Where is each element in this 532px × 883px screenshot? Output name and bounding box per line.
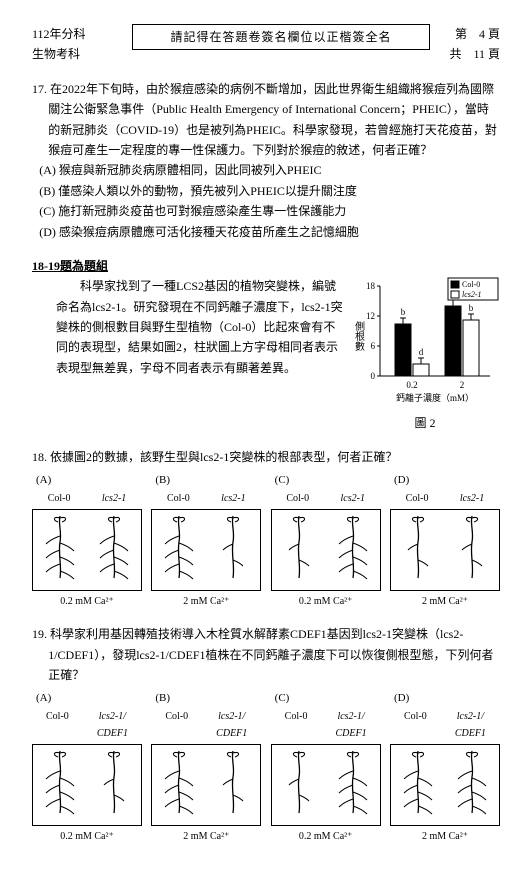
- q17-opt-b: (B) 僅感染人類以外的動物，預先被列入PHEIC以提升關注度: [61, 181, 500, 201]
- q18-text: 依據圖2的數據，該野生型與lcs2-1突變株的根部表型，何者正確？: [50, 450, 397, 464]
- svg-text:側根數: 側根數: [353, 320, 365, 352]
- figure-2: 181260側根數bdab0.22鈣離子濃度（mM）Col-0lcs2-1 圖 …: [350, 276, 500, 433]
- root-diagram: [151, 744, 261, 826]
- svg-text:d: d: [419, 347, 424, 357]
- option-cell: (A)Col-0lcs2-1/ CDEF1 0.2 mM Ca²⁺: [32, 689, 142, 845]
- q17-opt-a: (A) 猴痘與新冠肺炎病原體相同，因此同被列入PHEIC: [61, 160, 500, 180]
- q19-text: 科學家利用基因轉殖技術導入木栓質水解酵素CDEF1基因到lcs2-1突變株（lc…: [48, 627, 493, 682]
- svg-text:Col-0: Col-0: [462, 280, 480, 289]
- svg-text:18: 18: [366, 281, 376, 291]
- option-caption: 2 mM Ca²⁺: [390, 828, 500, 845]
- option-col-labels: Col-0lcs2-1: [151, 490, 261, 507]
- option-col-labels: Col-0lcs2-1: [271, 490, 381, 507]
- q17-stem: 17. 在2022年下旬時，由於猴痘感染的病例不斷增加，因此世界衛生組織將猴痘列…: [48, 79, 500, 161]
- root-diagram: [390, 509, 500, 591]
- option-col-labels: Col-0lcs2-1: [32, 490, 142, 507]
- root-diagram: [390, 744, 500, 826]
- option-col-labels: Col-0lcs2-1/ CDEF1: [271, 708, 381, 742]
- option-caption: 0.2 mM Ca²⁺: [32, 593, 142, 610]
- option-caption: 2 mM Ca²⁺: [390, 593, 500, 610]
- q18-stem: 18. 依據圖2的數據，該野生型與lcs2-1突變株的根部表型，何者正確？: [48, 447, 500, 467]
- header-right: 第 4 頁 共 11 頁: [430, 24, 500, 65]
- q19-stem: 19. 科學家利用基因轉殖技術導入木栓質水解酵素CDEF1基因到lcs2-1突變…: [48, 624, 500, 685]
- root-diagram: [271, 509, 381, 591]
- page-total: 共 11 頁: [430, 44, 500, 64]
- header-instruction: 請記得在答題卷簽名欄位以正楷簽全名: [132, 24, 430, 50]
- svg-text:6: 6: [371, 341, 376, 351]
- option-label: (A): [36, 471, 142, 490]
- svg-text:0.2: 0.2: [406, 380, 417, 390]
- option-cell: (D)Col-0lcs2-1 2 mM Ca²⁺: [390, 471, 500, 610]
- option-label: (D): [394, 689, 500, 708]
- option-col-labels: Col-0lcs2-1: [390, 490, 500, 507]
- page-header: 112年分科 生物考科 請記得在答題卷簽名欄位以正楷簽全名 第 4 頁 共 11…: [32, 24, 500, 65]
- option-label: (D): [394, 471, 500, 490]
- option-caption: 0.2 mM Ca²⁺: [32, 828, 142, 845]
- svg-text:12: 12: [366, 311, 375, 321]
- q19-options: (A)Col-0lcs2-1/ CDEF10.2 mM Ca²⁺(B)Col-0…: [32, 689, 500, 845]
- option-label: (C): [275, 471, 381, 490]
- q17-opt-d: (D) 感染猴痘病原體應可活化接種天花疫苗所產生之記憶細胞: [61, 222, 500, 242]
- fig2-caption: 圖 2: [350, 413, 500, 433]
- option-cell: (C)Col-0lcs2-1 0.2 mM Ca²⁺: [271, 471, 381, 610]
- svg-text:0: 0: [371, 371, 376, 381]
- exam-subject: 生物考科: [32, 44, 132, 64]
- q18-options: (A)Col-0lcs2-10.2 mM Ca²⁺(B)Col-0lcs2-12…: [32, 471, 500, 610]
- svg-text:2: 2: [460, 380, 465, 390]
- option-label: (B): [155, 471, 261, 490]
- root-diagram: [151, 509, 261, 591]
- option-label: (A): [36, 689, 142, 708]
- question-17: 17. 在2022年下旬時，由於猴痘感染的病例不斷增加，因此世界衛生組織將猴痘列…: [32, 79, 500, 242]
- question-19: 19. 科學家利用基因轉殖技術導入木栓質水解酵素CDEF1基因到lcs2-1突變…: [32, 624, 500, 845]
- header-left: 112年分科 生物考科: [32, 24, 132, 65]
- option-cell: (A)Col-0lcs2-1 0.2 mM Ca²⁺: [32, 471, 142, 610]
- svg-text:lcs2-1: lcs2-1: [462, 290, 482, 299]
- q19-num: 19.: [32, 627, 47, 641]
- option-col-labels: Col-0lcs2-1/ CDEF1: [390, 708, 500, 742]
- option-cell: (B)Col-0lcs2-1/ CDEF1 2 mM Ca²⁺: [151, 689, 261, 845]
- option-label: (C): [275, 689, 381, 708]
- option-caption: 0.2 mM Ca²⁺: [271, 828, 381, 845]
- group-passage: 科學家找到了一種LCS2基因的植物突變株，編號命名為lcs2-1。研究發現在不同…: [56, 276, 346, 378]
- root-diagram: [32, 509, 142, 591]
- q17-num: 17.: [32, 82, 47, 96]
- group-head: 18-19題為題組: [32, 256, 500, 276]
- question-18: 18. 依據圖2的數據，該野生型與lcs2-1突變株的根部表型，何者正確？ (A…: [32, 447, 500, 610]
- option-col-labels: Col-0lcs2-1/ CDEF1: [151, 708, 261, 742]
- svg-text:b: b: [469, 303, 474, 313]
- svg-text:b: b: [401, 307, 406, 317]
- svg-text:鈣離子濃度（mM）: 鈣離子濃度（mM）: [396, 392, 474, 403]
- option-cell: (D)Col-0lcs2-1/ CDEF1 2 mM Ca²⁺: [390, 689, 500, 845]
- root-diagram: [32, 744, 142, 826]
- q17-opt-c: (C) 施打新冠肺炎疫苗也可對猴痘感染產生專一性保護能力: [61, 201, 500, 221]
- page-num: 第 4 頁: [430, 24, 500, 44]
- root-diagram: [271, 744, 381, 826]
- option-caption: 0.2 mM Ca²⁺: [271, 593, 381, 610]
- option-cell: (C)Col-0lcs2-1/ CDEF1 0.2 mM Ca²⁺: [271, 689, 381, 845]
- option-caption: 2 mM Ca²⁺: [151, 828, 261, 845]
- q17-text: 在2022年下旬時，由於猴痘感染的病例不斷增加，因此世界衛生組織將猴痘列為國際關…: [48, 82, 497, 157]
- option-label: (B): [155, 689, 261, 708]
- exam-year: 112年分科: [32, 24, 132, 44]
- group-18-19: 18-19題為題組 科學家找到了一種LCS2基因的植物突變株，編號命名為lcs2…: [32, 256, 500, 433]
- q18-num: 18.: [32, 450, 47, 464]
- option-col-labels: Col-0lcs2-1/ CDEF1: [32, 708, 142, 742]
- option-caption: 2 mM Ca²⁺: [151, 593, 261, 610]
- option-cell: (B)Col-0lcs2-1 2 mM Ca²⁺: [151, 471, 261, 610]
